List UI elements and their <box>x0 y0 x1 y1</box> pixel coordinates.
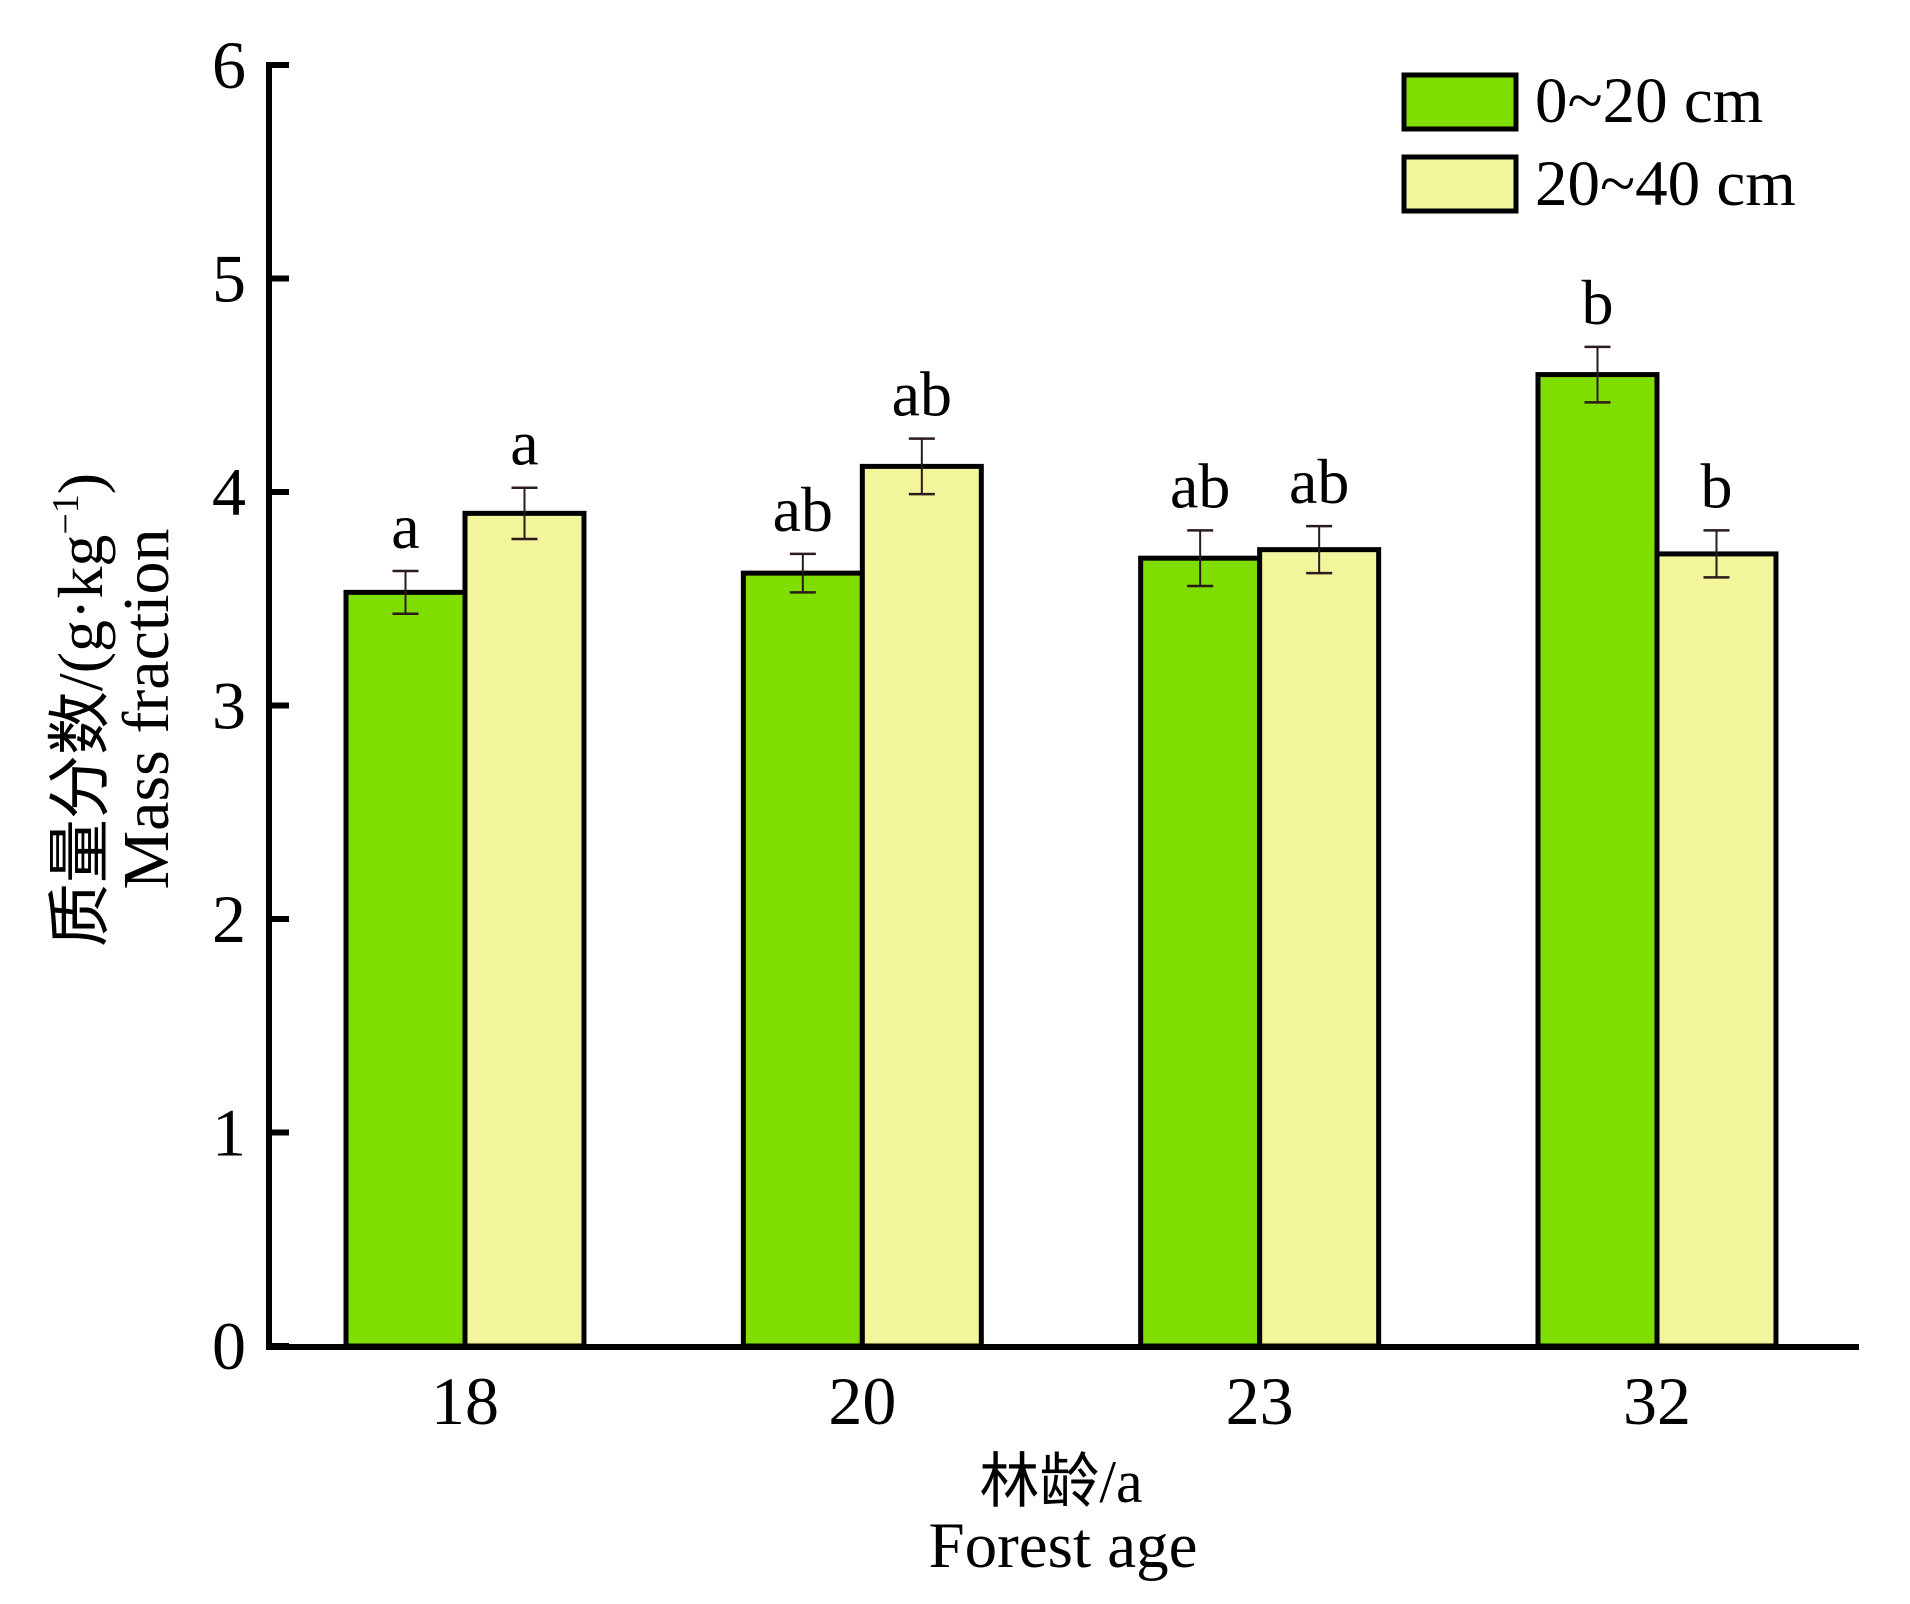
y-axis-title-en: Mass fraction <box>110 528 183 889</box>
error-bars-layer <box>392 345 1730 615</box>
significance-label: a <box>510 408 538 479</box>
y-axis-title-cn-close: ) <box>45 473 116 494</box>
significance-label: ab <box>773 474 833 545</box>
error-bar <box>511 486 538 541</box>
significance-label: ab <box>1170 450 1230 521</box>
y-axis-title-cn-main: 质量分数/(g·kg <box>45 535 116 947</box>
x-axis-title: 林龄/a Forest age <box>929 1449 1198 1582</box>
bar-group-20 <box>740 463 984 1349</box>
bar-20-0-20cm <box>740 570 865 1349</box>
bar-20-20-40cm <box>859 463 984 1349</box>
x-tick-label-20: 20 <box>828 1363 896 1439</box>
bar-23-0-20cm <box>1138 555 1263 1349</box>
x-axis-tick-labels: 18 20 23 32 <box>431 1363 1691 1439</box>
legend-label-0-20cm: 0~20 cm <box>1535 65 1763 137</box>
y-tick-label: 0 <box>212 1308 246 1384</box>
x-tick-label-32: 32 <box>1623 1363 1691 1439</box>
bar-group-18 <box>343 510 587 1349</box>
y-tick-label: 2 <box>212 881 246 957</box>
y-axis-title-cn-superscript: −1 <box>45 494 87 534</box>
error-bar <box>1187 529 1214 588</box>
error-bar <box>392 569 419 615</box>
error-bar <box>1584 345 1611 404</box>
error-bar <box>1703 529 1730 579</box>
legend-item-0-20cm: 0~20 cm <box>1401 65 1763 137</box>
y-tick-label: 5 <box>212 241 246 317</box>
significance-label: ab <box>1289 446 1349 517</box>
significance-label: ab <box>892 359 952 430</box>
x-tick-label-23: 23 <box>1226 1363 1294 1439</box>
error-bar <box>1306 524 1333 575</box>
bar-group-32 <box>1535 372 1779 1349</box>
bar-32-0-20cm <box>1535 372 1660 1349</box>
bar-18-20-40cm <box>462 510 587 1349</box>
y-axis-title-cn: 质量分数/(g·kg−1) <box>45 473 116 947</box>
y-axis-ticks: 0 1 2 3 4 5 6 <box>212 27 289 1384</box>
y-axis-title: 质量分数/(g·kg−1) Mass fraction <box>45 473 183 947</box>
x-axis-title-en: Forest age <box>929 1510 1198 1582</box>
legend-swatch-green <box>1401 72 1519 132</box>
bar-group-23 <box>1138 547 1382 1349</box>
bar-18-0-20cm <box>343 589 468 1349</box>
y-tick-label: 3 <box>212 668 246 744</box>
legend-swatch-yellow <box>1401 154 1519 214</box>
bar-32-20-40cm <box>1654 551 1779 1349</box>
legend-label-20-40cm: 20~40 cm <box>1535 148 1796 220</box>
y-tick-label: 1 <box>212 1095 246 1171</box>
x-tick-label-18: 18 <box>431 1363 499 1439</box>
x-axis-title-cn: 林龄/a <box>979 1449 1142 1515</box>
error-bar <box>789 552 816 594</box>
y-tick-label: 6 <box>212 27 246 103</box>
bar-23-20-40cm <box>1257 547 1382 1349</box>
legend: 0~20 cm 20~40 cm <box>1401 65 1796 220</box>
significance-label: b <box>1581 267 1613 338</box>
bars-layer <box>343 372 1779 1349</box>
y-tick-label: 4 <box>212 454 246 530</box>
significance-label: a <box>391 491 419 562</box>
significance-label: b <box>1700 450 1732 521</box>
legend-item-20-40cm: 20~40 cm <box>1401 148 1796 220</box>
error-bar <box>908 437 935 496</box>
